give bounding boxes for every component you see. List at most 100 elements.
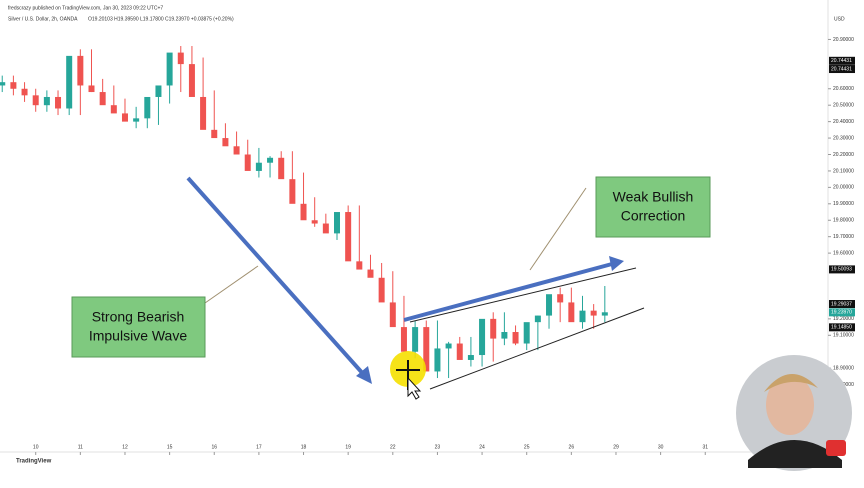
x-tick-label: 30 <box>658 444 664 450</box>
candle-body <box>32 95 39 106</box>
plot: 20.90000 20.60000 20.50000 20.40000 20.30000… <box>0 37 855 455</box>
candle-body <box>0 82 6 86</box>
candle-body <box>55 96 62 109</box>
price-tag-label: 19.14850 <box>831 325 852 331</box>
candle-body <box>579 310 586 323</box>
price-tag <box>829 265 855 274</box>
brand: TradingView <box>16 459 52 465</box>
y-tick-label: 19.80000 <box>833 218 854 224</box>
bullish-arrow <box>403 262 613 322</box>
y-tick-label: 19.20000 <box>833 316 854 322</box>
candle-body <box>289 179 296 204</box>
annotation: Correction <box>621 208 686 224</box>
candle-body <box>121 113 128 122</box>
candle-body <box>412 327 419 352</box>
candle-body <box>233 146 240 155</box>
candle-body <box>10 82 17 89</box>
channel-badge <box>826 440 846 456</box>
candle-body <box>66 55 73 109</box>
price-tag-label: 19.23970 <box>831 310 852 316</box>
x-tick-label: 15 <box>167 444 173 450</box>
price-tag-label: 19.29037 <box>831 301 852 307</box>
author: fredscrazy published on TradingView.com,… <box>8 5 163 11</box>
candle-body <box>557 294 564 303</box>
pointer <box>407 376 422 400</box>
candle-body <box>334 212 341 234</box>
candle-body <box>188 64 195 97</box>
candle-body <box>278 157 285 180</box>
candle-body <box>155 85 162 97</box>
candle-body <box>244 154 251 171</box>
candle-body <box>110 105 117 114</box>
text-box <box>595 176 711 238</box>
price-tag <box>829 308 855 317</box>
annotation: Impulsive Wave <box>89 328 188 344</box>
y-tick-label: 20.20000 <box>833 152 854 158</box>
candle-body <box>400 327 407 352</box>
candle-body <box>222 138 229 147</box>
price-tag <box>829 323 855 332</box>
x-tick-label: 24 <box>479 444 485 450</box>
candle-body <box>423 327 430 372</box>
candle-body <box>211 129 218 139</box>
candle-body <box>467 355 474 360</box>
price-tag-label: 20.74431 <box>831 66 852 72</box>
shirt <box>748 440 842 468</box>
price-tag-label: 19.50093 <box>831 267 852 273</box>
candle-body <box>456 343 463 360</box>
candle-body <box>43 96 50 106</box>
candle-body <box>267 157 274 163</box>
x-tick-label: 25 <box>524 444 530 450</box>
y-tick-label: 19.10000 <box>833 333 854 339</box>
x-tick-label: 23 <box>435 444 441 450</box>
candle-body <box>144 96 151 119</box>
face <box>766 375 814 435</box>
x-tick-label: 31 <box>702 444 708 450</box>
candle-body <box>434 348 441 372</box>
candle-body <box>77 55 84 86</box>
candle-body <box>177 52 184 65</box>
y-tick-label: 20.40000 <box>833 119 854 125</box>
x-tick-label: 11 <box>78 444 83 450</box>
candle-body <box>523 322 530 344</box>
symbol: Silver / U.S. Dollar, 2h, OANDA <box>8 16 78 22</box>
y-tick-label: 19.60000 <box>833 250 854 256</box>
candle-body <box>311 220 318 224</box>
candle-body <box>479 318 486 356</box>
candle-body <box>99 92 106 106</box>
candle-body <box>389 302 396 328</box>
candle-body <box>133 118 140 122</box>
candle-body <box>166 52 173 86</box>
candle-body <box>501 332 508 339</box>
price-tag-label: 20.74431 <box>831 58 852 64</box>
y-tick-label: 20.60000 <box>833 86 854 92</box>
candle-body <box>356 261 363 270</box>
candle-body <box>88 85 95 93</box>
callout-line <box>529 187 587 271</box>
candle-body <box>322 223 329 234</box>
candle-body <box>21 88 28 96</box>
candle-body <box>534 315 541 323</box>
text-box <box>71 296 206 358</box>
candle-body <box>512 332 519 344</box>
x-tick-label: 29 <box>613 444 619 450</box>
candle-body <box>255 162 262 171</box>
channel-bottom <box>429 307 645 390</box>
arrow-head <box>609 256 624 271</box>
x-tick-label: 26 <box>569 444 575 450</box>
candle-body <box>568 302 575 323</box>
y-tick-label: 19.90000 <box>833 201 854 207</box>
y-tick-label: 18.90000 <box>833 366 854 372</box>
x-tick-label: 18 <box>301 444 307 450</box>
arrow-head <box>356 366 372 384</box>
x-tick-label: 16 <box>211 444 217 450</box>
candle-body <box>345 212 352 262</box>
candle-body <box>200 96 207 130</box>
y-tick-label: 20.10000 <box>833 168 854 174</box>
x-tick-label: 22 <box>390 444 396 450</box>
bearish-arrow <box>186 176 367 378</box>
x-tick-label: 10 <box>33 444 39 450</box>
candle-body <box>367 269 374 278</box>
